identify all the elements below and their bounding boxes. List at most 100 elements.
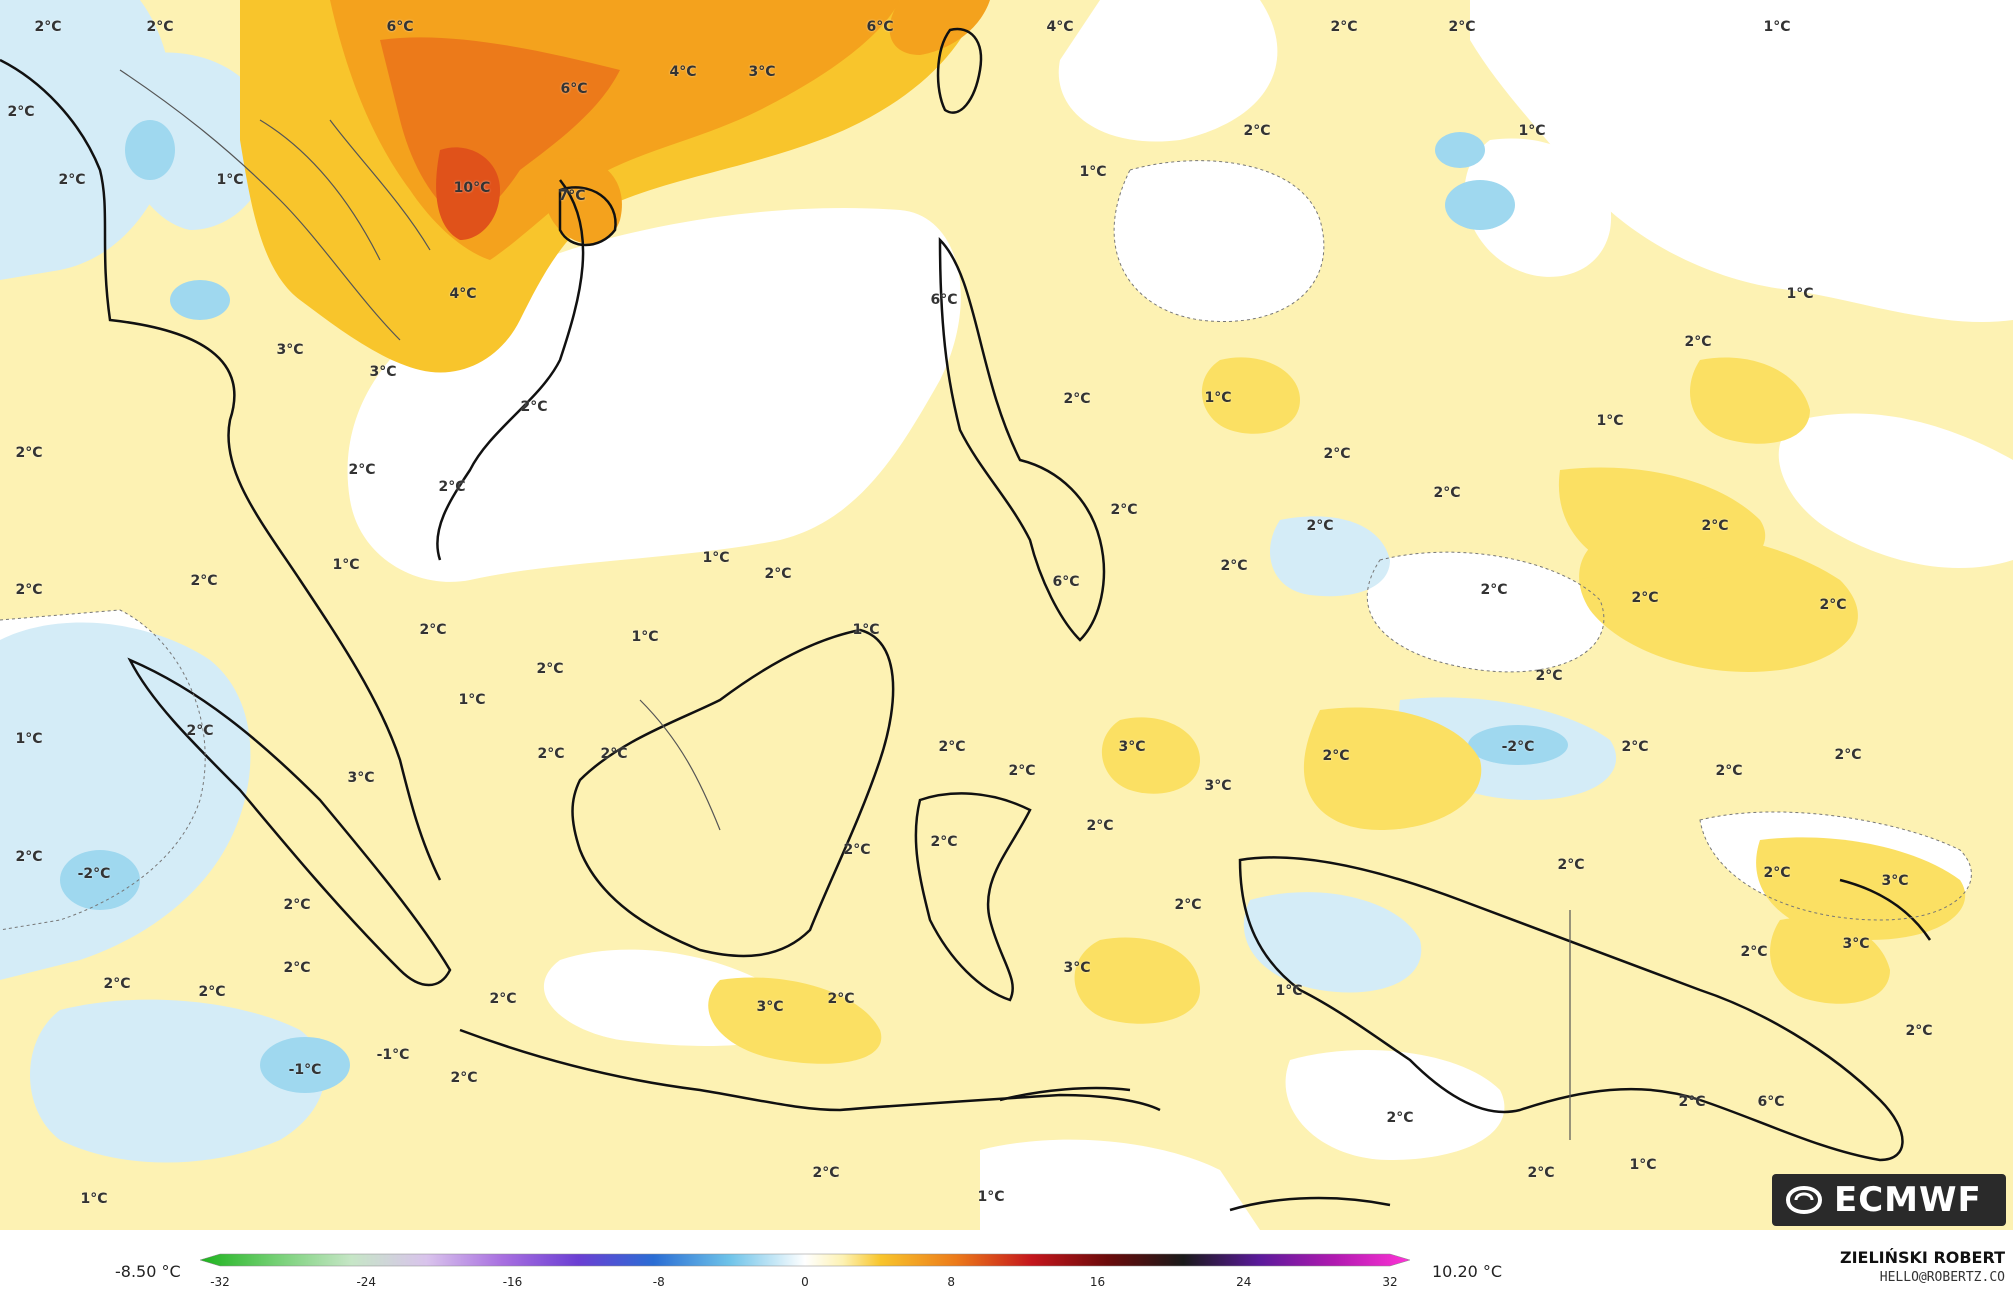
legend-tick-label: 0: [801, 1275, 809, 1289]
legend-tick-label: 24: [1236, 1275, 1252, 1289]
temperature-label: 2°C: [283, 897, 311, 913]
temperature-label: 3°C: [1063, 960, 1091, 976]
temperature-label: 2°C: [489, 991, 517, 1007]
temperature-label: 1°C: [458, 692, 486, 708]
credit-author: ZIELIŃSKI ROBERT: [1839, 1248, 2005, 1267]
legend-tick-label: 16: [1089, 1275, 1106, 1289]
temperature-label: 6°C: [560, 81, 588, 97]
temperature-label: 2°C: [1063, 391, 1091, 407]
temperature-label: 2°C: [1008, 763, 1036, 779]
temperature-label: 3°C: [748, 64, 776, 80]
temperature-label: 2°C: [536, 661, 564, 677]
temperature-label: 1°C: [1275, 983, 1303, 999]
temperature-label: 2°C: [7, 104, 35, 120]
temperature-label: 3°C: [756, 999, 784, 1015]
temperature-label: 2°C: [1323, 446, 1351, 462]
temperature-label: 2°C: [843, 842, 871, 858]
temperature-label: 6°C: [866, 19, 894, 35]
temperature-label: 2°C: [146, 19, 174, 35]
temperature-label: 2°C: [1306, 518, 1334, 534]
temperature-label: 2°C: [1701, 518, 1729, 534]
temperature-label: 2°C: [1557, 857, 1585, 873]
zero-contours: [0, 160, 1972, 931]
ecmwf-swirl-icon: [1786, 1185, 1822, 1215]
temperature-label: 4°C: [1046, 19, 1074, 35]
temperature-anomaly-map: 2°C 2°C 6°C 6°C 4°C 2°C 2°C 1°C 4°C 3°C 6°C 2°C 2°C 1…: [0, 0, 2013, 1230]
temperature-label: 2°C: [58, 172, 86, 188]
temperature-label: 1°C: [80, 1191, 108, 1207]
temperature-label: 3°C: [369, 364, 397, 380]
temperature-label: 1°C: [1596, 413, 1624, 429]
temperature-label: 10°C: [453, 180, 491, 196]
temperature-label: 2°C: [190, 573, 218, 589]
temperature-label: 1°C: [702, 550, 730, 566]
temperature-label: 2°C: [103, 976, 131, 992]
temperature-label: 2°C: [348, 462, 376, 478]
map-canvas: [0, 0, 2013, 1230]
temperature-label: 2°C: [537, 746, 565, 762]
temperature-label: 2°C: [1433, 485, 1461, 501]
temperature-label: 6°C: [1757, 1094, 1785, 1110]
temperature-label: 2°C: [1763, 865, 1791, 881]
temperature-label: 2°C: [1819, 597, 1847, 613]
temperature-label: 2°C: [1448, 19, 1476, 35]
temperature-label: 2°C: [15, 445, 43, 461]
temperature-label: 2°C: [812, 1165, 840, 1181]
temperature-label: 2°C: [764, 566, 792, 582]
temperature-label: 2°C: [930, 834, 958, 850]
temperature-label: 2°C: [1322, 748, 1350, 764]
temperature-label: 2°C: [1386, 1110, 1414, 1126]
temperature-label: 2°C: [520, 399, 548, 415]
temperature-label: 2°C: [1174, 897, 1202, 913]
temperature-label: 2°C: [1243, 123, 1271, 139]
temperature-label: 2°C: [1834, 747, 1862, 763]
legend-min-value: -8.50 °C: [115, 1262, 181, 1281]
temperature-label: 2°C: [1110, 502, 1138, 518]
temperature-label: 2°C: [438, 479, 466, 495]
temperature-label: 2°C: [1220, 558, 1248, 574]
temperature-label: 2°C: [419, 622, 447, 638]
coastlines: [0, 27, 1932, 1212]
temperature-label: 2°C: [15, 849, 43, 865]
temperature-label: 2°C: [600, 746, 628, 762]
temperature-label: 1°C: [977, 1189, 1005, 1205]
temperature-label: 2°C: [1480, 582, 1508, 598]
legend-tick-label: -32: [210, 1275, 230, 1289]
temperature-label: 2°C: [1527, 1165, 1555, 1181]
temperature-label: 2°C: [1715, 763, 1743, 779]
ecmwf-logo: ECMWF: [1772, 1174, 2006, 1226]
hot-anomaly-regions: [240, 0, 990, 373]
temperature-label: 6°C: [930, 292, 958, 308]
temperature-label: 2°C: [1740, 944, 1768, 960]
temperature-label: 2°C: [283, 960, 311, 976]
temperature-label: -2°C: [77, 866, 111, 882]
temperature-label: 3°C: [347, 770, 375, 786]
temperature-label: 2°C: [15, 582, 43, 598]
temperature-label: 6°C: [386, 19, 414, 35]
negative-anomaly-regions: [0, 0, 1617, 1163]
ecmwf-logo-text: ECMWF: [1834, 1180, 1982, 1220]
temperature-label: 6°C: [1052, 574, 1080, 590]
temperature-label: 2°C: [198, 984, 226, 1000]
temperature-label: 7°C: [558, 188, 586, 204]
temperature-label: 4°C: [669, 64, 697, 80]
temperature-label: 1°C: [1079, 164, 1107, 180]
strong-negative-spots: [60, 120, 1568, 1093]
temperature-label: 2°C: [1905, 1023, 1933, 1039]
temperature-label: 2°C: [186, 723, 214, 739]
temperature-label: 2°C: [1631, 590, 1659, 606]
legend-tick-label: 8: [947, 1275, 956, 1289]
temperature-label: 2°C: [827, 991, 855, 1007]
temperature-label: 1°C: [15, 731, 43, 747]
temperature-label: 3°C: [1842, 936, 1870, 952]
temperature-label: 1°C: [332, 557, 360, 573]
temperature-label: 2°C: [34, 19, 62, 35]
temperature-label: 1°C: [1204, 390, 1232, 406]
temperature-label: 1°C: [216, 172, 244, 188]
legend-gradient-bar: [199, 1253, 1411, 1267]
temperature-label: 1°C: [1786, 286, 1814, 302]
temperature-label: 2°C: [1086, 818, 1114, 834]
temperature-label: 4°C: [449, 286, 477, 302]
temperature-label: -1°C: [376, 1047, 410, 1063]
legend-max-value: 10.20 °C: [1432, 1262, 1503, 1281]
